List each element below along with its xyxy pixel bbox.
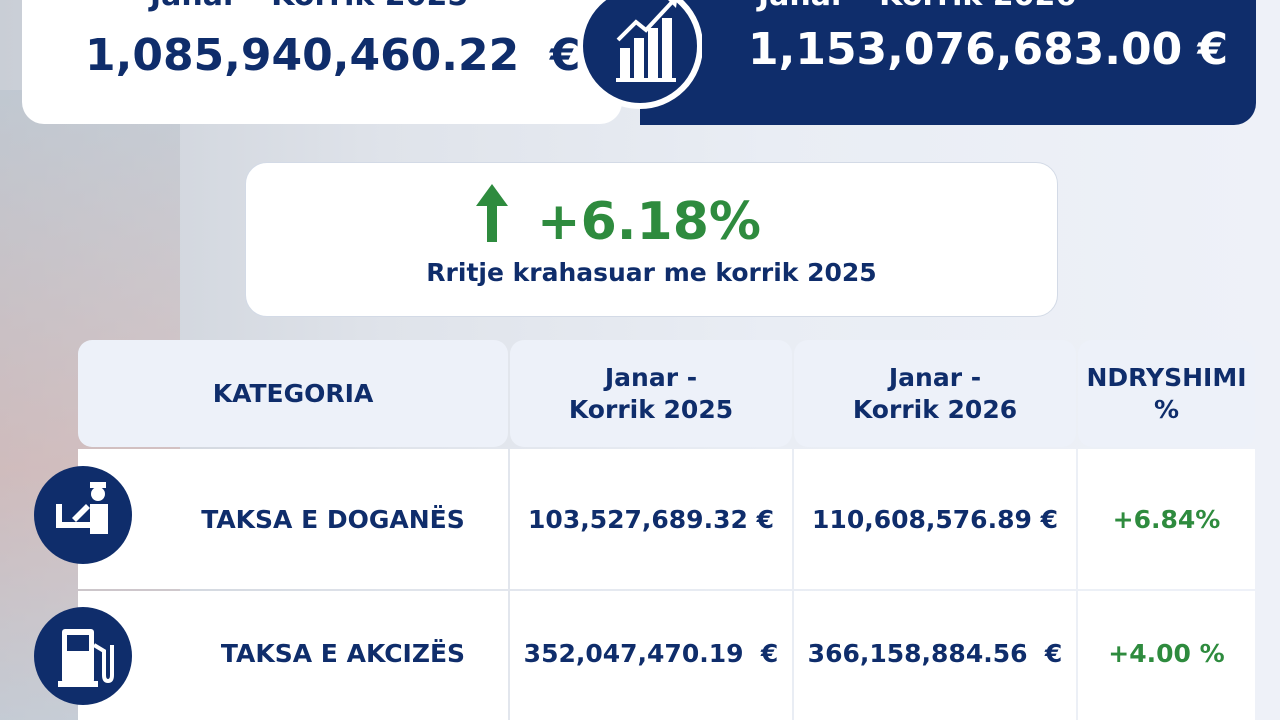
right-amount: 1,153,076,683.00 € — [748, 24, 1229, 75]
left-amount: 1,085,940,460.22 € — [85, 30, 581, 81]
customs-icon — [34, 466, 132, 564]
value-cell: 110,608,576.89 € — [794, 449, 1076, 589]
fuel-icon — [34, 607, 132, 705]
right-period: Janar - Korrik 2026 — [758, 0, 1076, 13]
change-cell: +6.84% — [1078, 449, 1255, 589]
growth-box — [245, 162, 1058, 317]
up-arrow — [476, 184, 508, 242]
value-cell: 366,158,884.56 € — [794, 591, 1076, 720]
growth-icon — [578, 0, 702, 109]
column-header: Janar - Korrik 2026 — [794, 340, 1076, 447]
column-header: Janar - Korrik 2025 — [510, 340, 792, 447]
left-summary-box — [22, 0, 622, 124]
right-summary-box — [640, 0, 1256, 125]
value-cell: 103,527,689.32 € — [510, 449, 792, 589]
column-header: KATEGORIA — [78, 340, 508, 447]
change-cell: +4.00 % — [1078, 591, 1255, 720]
value-cell: 352,047,470.19 € — [510, 591, 792, 720]
growth-caption: Rritje krahasuar me korrik 2025 — [426, 258, 877, 287]
category-cell: TAKSA E DOGANËS — [78, 449, 508, 589]
column-header: NDRYSHIMI % — [1078, 340, 1255, 447]
growth-value: +6.18% — [537, 192, 761, 252]
category-cell: TAKSA E AKCIZËS — [78, 591, 508, 720]
left-period: Janar - Korrik 2025 — [150, 0, 468, 13]
